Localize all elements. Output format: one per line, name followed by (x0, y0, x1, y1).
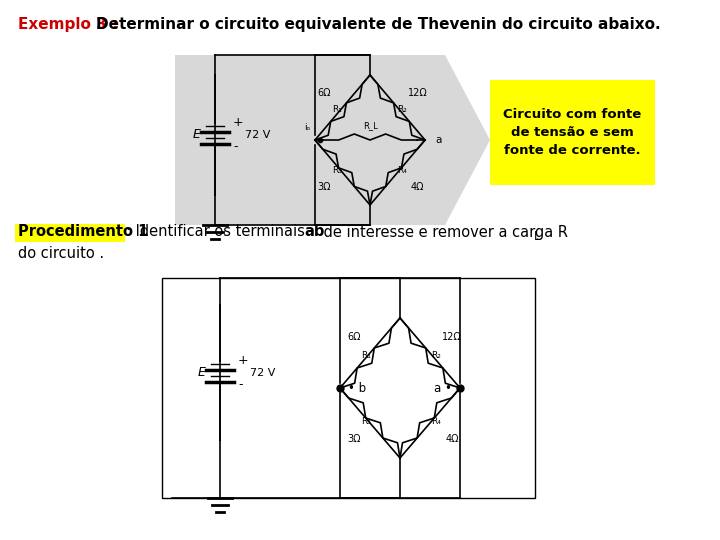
Text: 3Ω: 3Ω (347, 434, 361, 444)
Text: -: - (238, 378, 243, 391)
Text: R_L: R_L (363, 122, 377, 131)
Text: Procedimento 1: Procedimento 1 (18, 225, 148, 240)
Bar (490, 80, 655, 185)
Text: R₄: R₄ (397, 166, 408, 175)
Text: iₒ: iₒ (304, 124, 310, 132)
Text: R₂: R₂ (431, 350, 441, 360)
Text: 72 V: 72 V (245, 130, 271, 140)
Text: 6Ω: 6Ω (347, 332, 361, 342)
Text: 4Ω: 4Ω (410, 181, 424, 192)
Text: E: E (193, 129, 201, 141)
Text: • b: • b (348, 381, 366, 395)
Text: 3Ω: 3Ω (318, 181, 331, 192)
Text: 72 V: 72 V (250, 368, 275, 377)
Text: a •: a • (434, 381, 452, 395)
Text: : Identificar os terminais: : Identificar os terminais (126, 225, 310, 240)
Text: a: a (435, 135, 441, 145)
Text: R₂: R₂ (397, 105, 408, 114)
Text: Determinar o circuito equivalente de Thevenin do circuito abaixo.: Determinar o circuito equivalente de The… (96, 17, 661, 32)
Text: do circuito .: do circuito . (18, 246, 104, 261)
Text: +: + (238, 354, 248, 367)
Text: R₄: R₄ (431, 416, 441, 426)
Text: Exemplo 3 :: Exemplo 3 : (18, 17, 124, 32)
Text: L: L (534, 230, 541, 242)
Bar (15, 224, 125, 242)
Text: 4Ω: 4Ω (445, 434, 459, 444)
Text: R₁: R₁ (333, 105, 343, 114)
Bar (162, 278, 535, 498)
Text: Circuito com fonte
de tensão e sem
fonte de corrente.: Circuito com fonte de tensão e sem fonte… (503, 108, 642, 157)
Text: R₁: R₁ (361, 350, 371, 360)
Text: E: E (198, 366, 206, 379)
Polygon shape (175, 55, 490, 225)
Text: de interesse e remover a carga R: de interesse e remover a carga R (319, 225, 568, 240)
Text: +: + (233, 117, 243, 130)
Text: 12Ω: 12Ω (442, 332, 462, 342)
Text: 12Ω: 12Ω (408, 89, 428, 98)
Text: R₃: R₃ (333, 166, 343, 175)
Text: -: - (233, 140, 238, 153)
Text: R₃: R₃ (361, 416, 371, 426)
Text: 6Ω: 6Ω (318, 89, 331, 98)
Text: ab: ab (304, 225, 325, 240)
